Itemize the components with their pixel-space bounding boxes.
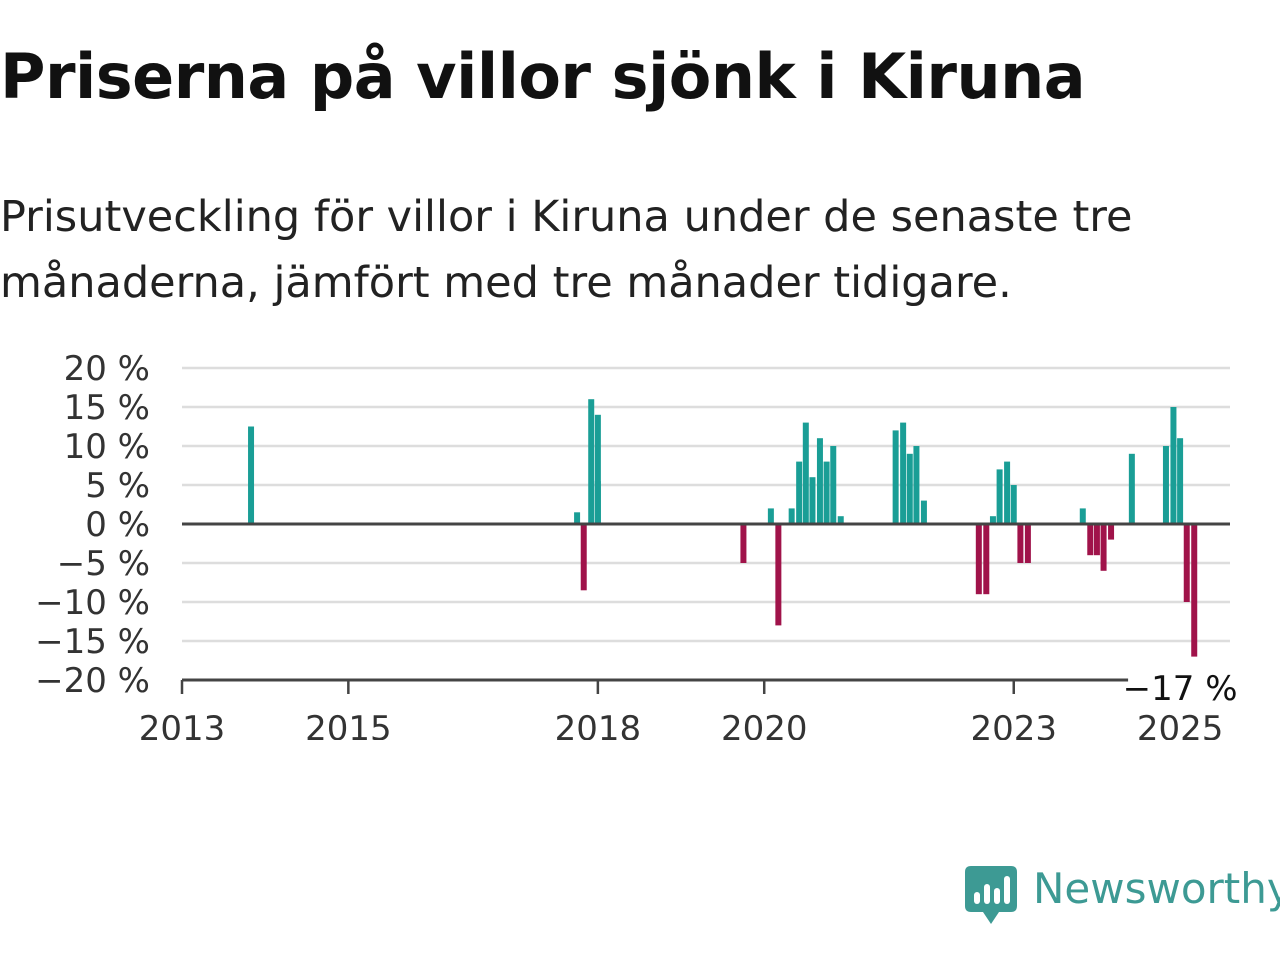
bar (913, 446, 920, 524)
annotation-background (1128, 672, 1233, 712)
bar (837, 516, 844, 524)
bar (1191, 524, 1198, 657)
x-tick-label: 2015 (305, 709, 392, 740)
bar (989, 516, 996, 524)
y-tick-label: −5 % (57, 544, 150, 584)
bar (594, 414, 601, 524)
annotations: −17 % (1123, 669, 1238, 712)
bar (920, 500, 927, 524)
y-tick-label: 20 % (64, 349, 150, 389)
price-change-bar-chart: 20 %15 %10 %5 %0 %−5 %−10 %−15 %−20 % 20… (35, 349, 1238, 740)
bar (1170, 407, 1177, 524)
bar (823, 461, 830, 524)
bar (580, 524, 587, 591)
bar (248, 426, 255, 524)
y-tick-label: 10 % (64, 427, 150, 467)
y-tick-label: 15 % (64, 388, 150, 428)
newsworthy-chart-icon (965, 866, 1017, 924)
x-tick-label: 2018 (555, 709, 642, 740)
y-tick-label: −10 % (35, 583, 150, 623)
bar (983, 524, 990, 595)
bar (1183, 524, 1190, 602)
bar (816, 438, 823, 524)
bar (1128, 453, 1135, 524)
x-axis-tick-labels: 2013 2015 2018 2020 2023 2025 (139, 709, 1224, 740)
bar (906, 453, 913, 524)
x-tick-label: 2013 (139, 709, 226, 740)
bar (775, 524, 782, 626)
bar (1093, 524, 1100, 556)
bar (1024, 524, 1031, 563)
brand-name: Newsworthy (1033, 864, 1280, 913)
bar (1004, 461, 1011, 524)
bar (788, 508, 795, 524)
bar (1087, 524, 1094, 556)
bar (830, 446, 837, 524)
bar (1010, 485, 1017, 524)
y-tick-label: −15 % (35, 622, 150, 662)
bars (248, 399, 1198, 657)
axes (180, 522, 1230, 694)
grid-lines (182, 366, 1230, 643)
bar (900, 422, 907, 524)
bar (588, 399, 595, 524)
page-title: Priserna på villor sjönk i Kiruna (0, 40, 1086, 113)
latest-value-label: −17 % (1123, 669, 1238, 709)
y-axis-tick-labels: 20 %15 %10 %5 %0 %−5 %−10 %−15 %−20 % (35, 349, 150, 701)
page-subtitle: Prisutveckling för villor i Kiruna under… (0, 192, 1133, 308)
bar (975, 524, 982, 595)
bar (767, 508, 774, 524)
bar (996, 469, 1003, 524)
bar (796, 461, 803, 524)
y-tick-label: −20 % (35, 661, 150, 701)
bar (740, 524, 747, 563)
bar (892, 430, 899, 524)
y-tick-label: 5 % (85, 466, 150, 506)
y-tick-label: 0 % (85, 505, 150, 545)
newsworthy-logo: Newsworthy (965, 866, 1280, 930)
bar (1017, 524, 1024, 563)
bar (1108, 524, 1115, 540)
bar (574, 512, 581, 524)
bar (1177, 438, 1184, 524)
bar (1162, 446, 1169, 524)
bar (809, 477, 816, 524)
bar (1079, 508, 1086, 524)
x-tick-label: 2020 (721, 709, 808, 740)
x-tick-label: 2025 (1137, 709, 1224, 740)
x-tick-label: 2023 (970, 709, 1057, 740)
bar (1100, 524, 1107, 571)
bar (802, 422, 809, 524)
